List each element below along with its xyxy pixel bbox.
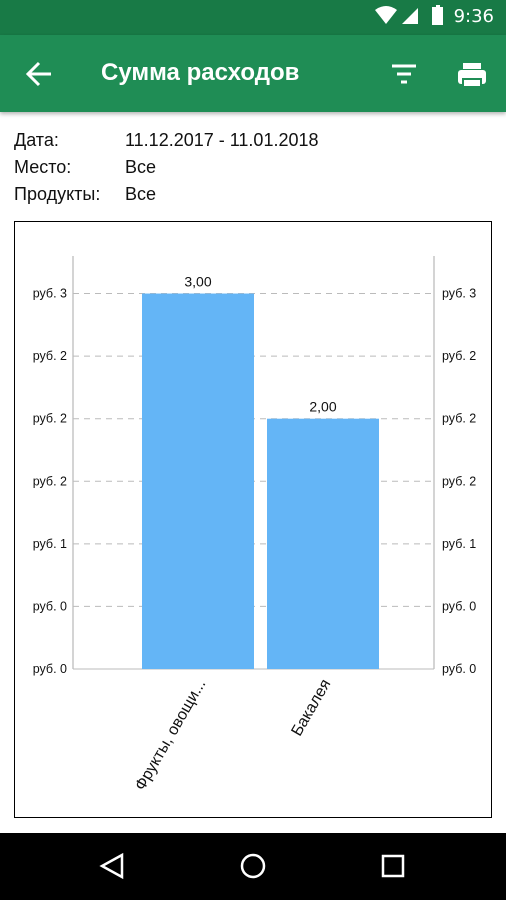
clock: 9:36 bbox=[453, 6, 494, 27]
nav-bar bbox=[0, 833, 506, 900]
filter-row: Дата: 11.12.2017 - 11.01.2018 bbox=[14, 130, 319, 151]
status-icons bbox=[375, 5, 443, 25]
y-tick-label: руб. 2 bbox=[33, 412, 67, 426]
y2-tick-label: руб. 3 bbox=[442, 287, 476, 301]
filter-label: Продукты: bbox=[14, 184, 101, 204]
filter-button[interactable] bbox=[392, 64, 416, 84]
filter-label: Дата: bbox=[14, 130, 59, 150]
status-bar: 9:36 bbox=[0, 0, 506, 35]
filter-value: Все bbox=[125, 184, 157, 204]
nav-home[interactable] bbox=[240, 853, 266, 879]
filter-row: Продукты: Все bbox=[14, 184, 156, 205]
y2-tick-label: руб. 2 bbox=[442, 349, 476, 363]
nav-recents[interactable] bbox=[381, 854, 405, 878]
bar bbox=[267, 418, 379, 669]
filter-value: 11.12.2017 - 11.01.2018 bbox=[125, 130, 319, 150]
value-label: 3,00 bbox=[184, 274, 211, 290]
app-bar: Сумма расходов bbox=[0, 35, 506, 112]
app-bar-icons bbox=[25, 61, 486, 88]
filter-row: Место: Все bbox=[14, 157, 156, 178]
filter-label: Место: bbox=[14, 157, 72, 177]
y-tick-label: руб. 2 bbox=[33, 349, 67, 363]
screen-title: Сумма расходов bbox=[101, 59, 300, 86]
y-tick-label: руб. 1 bbox=[33, 537, 67, 551]
y-tick-label: руб. 3 bbox=[33, 287, 67, 301]
x-tick-label: Бакалея bbox=[288, 677, 334, 740]
value-label: 2,00 bbox=[309, 399, 336, 415]
y2-tick-label: руб. 0 bbox=[442, 599, 476, 613]
print-button[interactable] bbox=[458, 63, 486, 88]
chart-frame: руб. 0 руб. 0 руб. 0 руб. 0 руб. 1 руб. 1 руб.… bbox=[14, 221, 492, 818]
bar bbox=[142, 293, 254, 669]
y-tick-label: руб. 0 bbox=[33, 662, 67, 676]
y-tick-label: руб. 2 bbox=[33, 474, 67, 488]
nav-back[interactable] bbox=[99, 852, 124, 880]
y-tick-label: руб. 0 bbox=[33, 599, 67, 613]
y2-tick-label: руб. 2 bbox=[442, 474, 476, 488]
x-tick-label: Фрукты, овощи... bbox=[132, 677, 209, 794]
chart: руб. 0 руб. 0 руб. 0 руб. 0 руб. 1 руб. 1 руб.… bbox=[33, 256, 476, 794]
y2-tick-label: руб. 1 bbox=[442, 537, 476, 551]
y2-tick-label: руб. 0 bbox=[442, 662, 476, 676]
filter-value: Все bbox=[125, 157, 157, 177]
back-button[interactable] bbox=[25, 61, 51, 87]
nav-icons bbox=[99, 852, 405, 880]
y2-tick-label: руб. 2 bbox=[442, 412, 476, 426]
